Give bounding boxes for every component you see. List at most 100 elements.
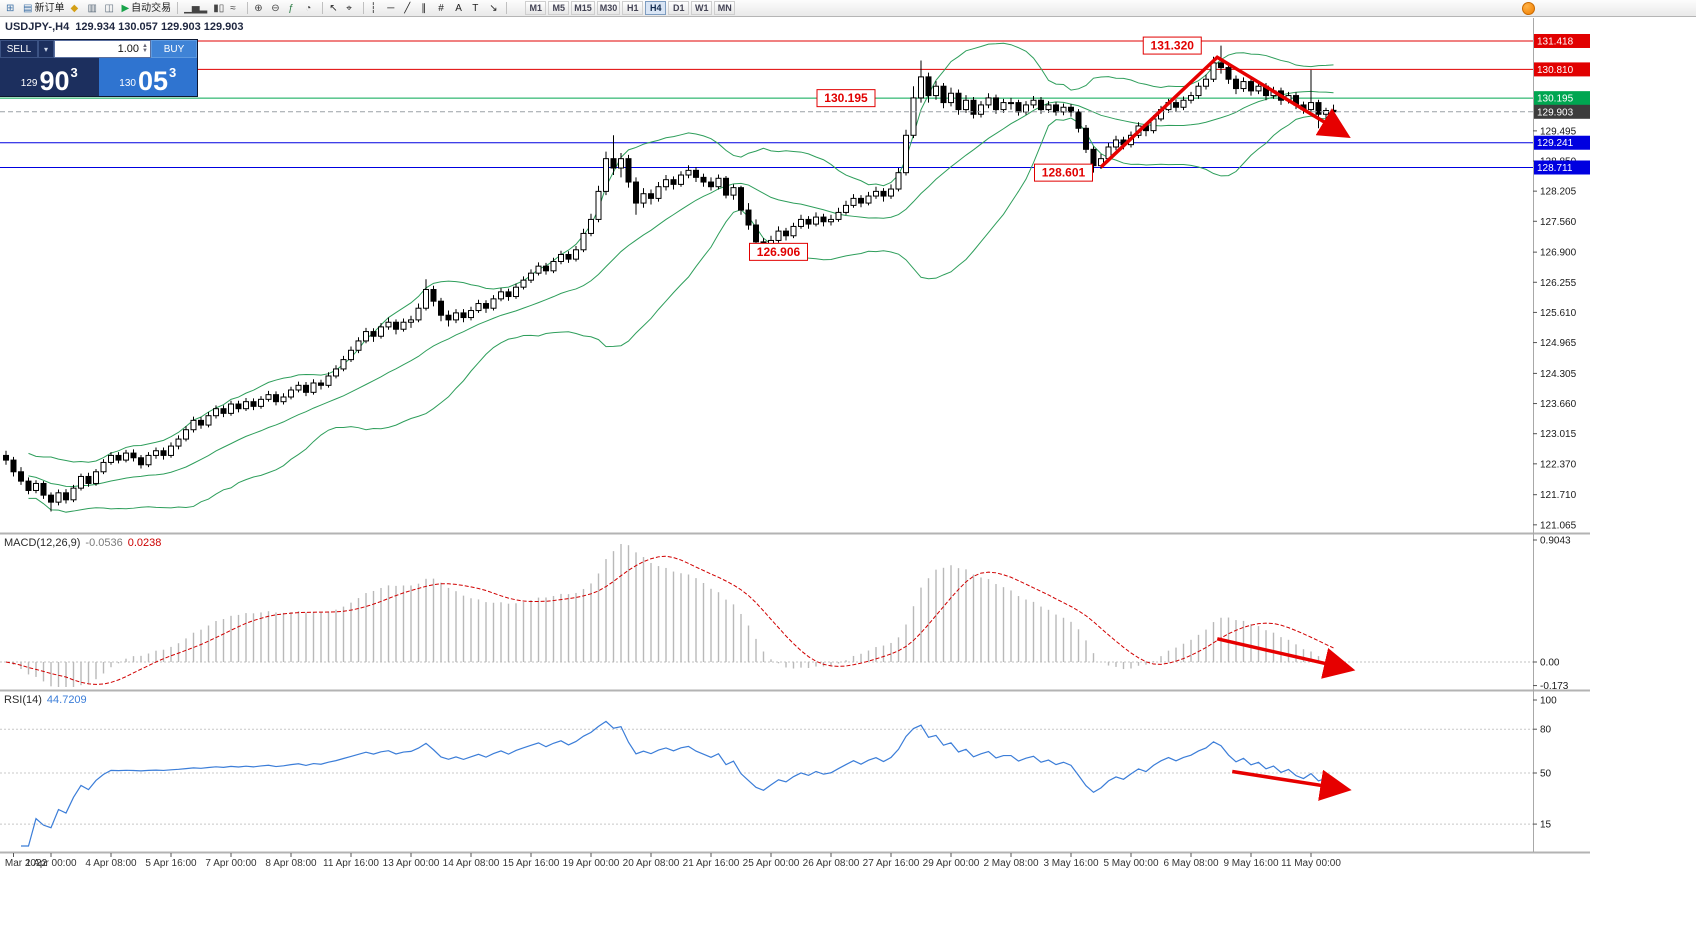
main-toolbar: ⊞ ▤ 新订单 ◆ ▥ ◫ ▶ 自动交易 ▁▅▂ ▮▯ ≈ ⊕ ⊖ ƒ ◔ ↖ ⌖ ┆ ─ ╱ ∥ # A T ↘ M1 M5 M15… [0,0,1696,17]
data-window-button[interactable]: ◫ [101,1,118,16]
timeframe-d1-button[interactable]: D1 [668,1,690,15]
timeframe-m15-button[interactable]: M15 [571,1,595,15]
bollinger-bands [28,42,1334,513]
auto-trading-button[interactable]: ▶ 自动交易 [118,1,174,16]
trendline-button[interactable]: ╱ [401,1,418,16]
fibonacci-button[interactable]: # [435,1,452,16]
bar-chart-mode-button[interactable]: ▁▅▂ [181,1,210,16]
text-button[interactable]: A [452,1,469,16]
svg-text:11 May 00:00: 11 May 00:00 [1281,858,1341,869]
auto-trading-icon: ▶ [121,2,130,14]
equidistant-channel-icon: ∥ [421,2,427,14]
svg-text:128.711: 128.711 [1537,163,1573,174]
new-chart-button[interactable]: ⊞ [3,1,20,16]
text-label-button[interactable]: T [469,1,486,16]
community-icon[interactable] [1522,2,1535,15]
one-click-trade-panel: SELL ▾ 1.00 ▲ ▼ BUY 129 90 3 130 05 3 [0,40,197,96]
line-chart-mode-button[interactable]: ≈ [227,1,244,16]
vertical-line-button[interactable]: ┆ [367,1,384,16]
indicators-button[interactable]: ƒ [285,1,302,16]
timeframe-m5-button[interactable]: M5 [548,1,570,15]
svg-text:20 Apr 08:00: 20 Apr 08:00 [623,858,680,869]
svg-text:29 Apr 00:00: 29 Apr 00:00 [923,858,980,869]
new-order-button[interactable]: ▤ 新订单 [20,1,67,16]
svg-text:0.00: 0.00 [1540,658,1560,669]
svg-text:14 Apr 08:00: 14 Apr 08:00 [443,858,500,869]
svg-text:5 Apr 16:00: 5 Apr 16:00 [145,858,197,869]
svg-text:1 Apr 00:00: 1 Apr 00:00 [25,858,77,869]
buy-button[interactable]: BUY [151,40,197,58]
volume-field[interactable]: 1.00 ▲ ▼ [54,40,151,58]
sell-big-figure: 129 [20,78,38,89]
cursor-button[interactable]: ↖ [326,1,343,16]
price-annotations[interactable]: 131.320 130.195 128.601 126.906 [749,36,1202,261]
indicators-icon: ƒ [288,2,294,14]
price-scale[interactable]: 129.495128.850128.205127.560126.900126.2… [1533,33,1590,831]
sell-price[interactable]: 129 90 3 [0,58,99,96]
timeframe-mn-button[interactable]: MN [714,1,736,15]
volume-value[interactable]: 1.00 [117,43,140,55]
market-watch-icon: ▥ [87,2,97,14]
equidistant-channel-button[interactable]: ∥ [418,1,435,16]
rsi-value: 44.7209 [46,694,87,706]
volume-up-icon[interactable]: ▲ [142,43,148,49]
macd-label: MACD(12,26,9) [4,537,81,549]
timeframe-h4-button[interactable]: H4 [645,1,667,15]
timeframe-w1-button[interactable]: W1 [691,1,713,15]
vertical-line-icon: ┆ [370,2,377,14]
svg-text:121.065: 121.065 [1540,520,1577,531]
buy-pips: 05 [137,65,168,96]
svg-text:131.320: 131.320 [1151,39,1195,53]
svg-text:80: 80 [1540,725,1552,736]
crosshair-icon: ⌖ [346,2,352,14]
zoom-out-button[interactable]: ⊖ [268,1,285,16]
svg-text:-0.173: -0.173 [1540,681,1569,692]
svg-text:21 Apr 16:00: 21 Apr 16:00 [683,858,740,869]
horizontal-lines[interactable] [0,40,1533,168]
zoom-in-button[interactable]: ⊕ [251,1,268,16]
timeframe-h1-button[interactable]: H1 [622,1,644,15]
trend-arrows[interactable] [1099,55,1356,801]
svg-text:125.610: 125.610 [1540,308,1577,319]
macd-indicator-title: MACD(12,26,9) -0.0536 0.0238 [4,537,161,549]
buy-big-figure: 130 [119,78,136,89]
svg-text:126.255: 126.255 [1540,278,1577,289]
svg-text:124.305: 124.305 [1540,369,1577,380]
buy-point: 3 [169,65,177,80]
timeframe-m30-button[interactable]: M30 [596,1,621,15]
svg-text:15 Apr 16:00: 15 Apr 16:00 [503,858,560,869]
sell-pips: 90 [39,65,70,96]
trade-panel-top-row: SELL ▾ 1.00 ▲ ▼ BUY [0,40,197,58]
volume-down-icon[interactable]: ▼ [142,48,148,54]
arrows-tool-button[interactable]: ↘ [486,1,503,16]
svg-text:123.015: 123.015 [1540,429,1577,440]
svg-text:27 Apr 16:00: 27 Apr 16:00 [863,858,920,869]
horizontal-line-icon: ─ [387,2,395,14]
candlestick-mode-button[interactable]: ▮▯ [210,1,227,16]
buy-price[interactable]: 130 05 3 [98,58,197,96]
timeframe-toolbar: M1 M5 M15 M30 H1 H4 D1 W1 MN [524,1,736,15]
sell-point: 3 [70,65,78,80]
svg-text:19 Apr 00:00: 19 Apr 00:00 [563,858,620,869]
svg-text:9 May 16:00: 9 May 16:00 [1223,858,1278,869]
crosshair-button[interactable]: ⌖ [343,1,360,16]
svg-text:100: 100 [1540,696,1557,707]
market-watch-button[interactable]: ▥ [84,1,101,16]
svg-text:127.560: 127.560 [1540,217,1577,228]
macd-plot [0,544,1533,687]
horizontal-line-button[interactable]: ─ [384,1,401,16]
rsi-indicator-title: RSI(14) 44.7209 [4,694,87,706]
sell-button[interactable]: SELL [0,40,38,58]
panel-separators[interactable] [0,18,1590,854]
timeframe-m1-button[interactable]: M1 [525,1,547,15]
periods-button[interactable]: ◔ [302,1,319,16]
order-type-dropdown[interactable]: ▾ [38,40,54,58]
svg-text:11 Apr 16:00: 11 Apr 16:00 [323,858,379,869]
volume-stepper[interactable]: ▲ ▼ [142,43,148,54]
svg-text:131.418: 131.418 [1537,36,1574,47]
favorites-button[interactable]: ◆ [67,1,84,16]
svg-text:0.9043: 0.9043 [1540,536,1571,547]
